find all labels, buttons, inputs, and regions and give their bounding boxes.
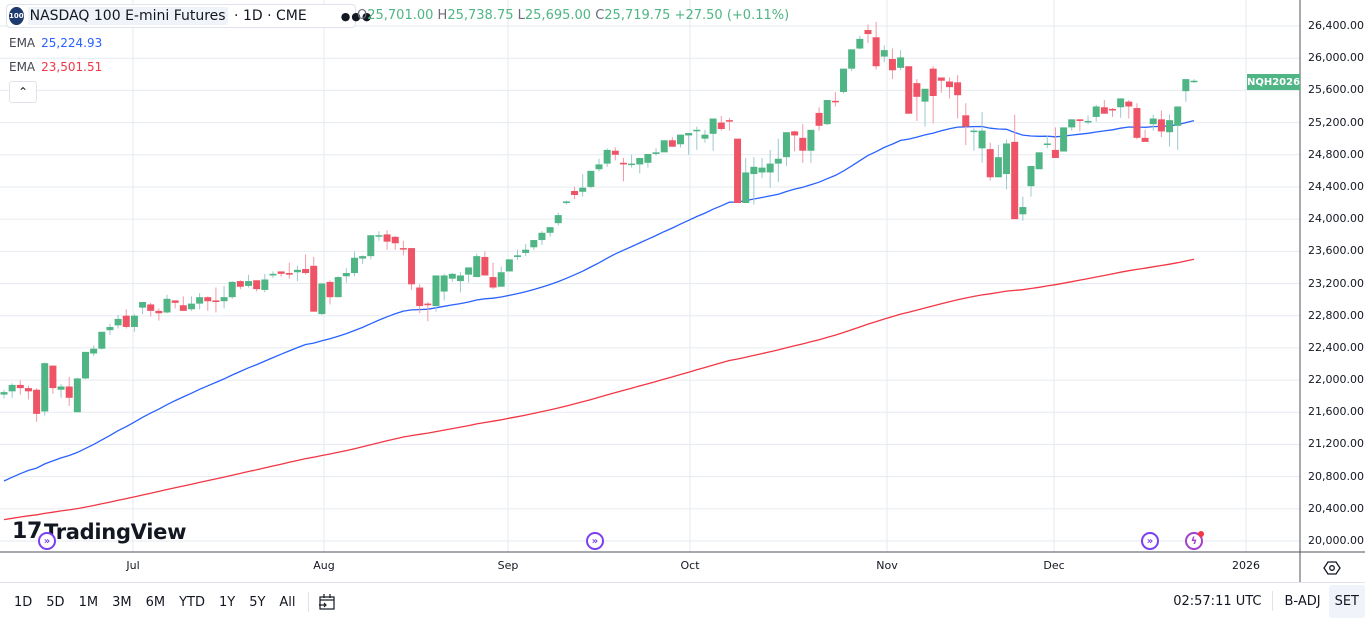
price-axis-label: 23,200.00 xyxy=(1308,276,1364,290)
notification-dot xyxy=(1198,531,1204,537)
range-6m-button[interactable]: 6M xyxy=(145,594,166,610)
dividend-event-icon[interactable]: » xyxy=(1141,532,1159,550)
tradingview-logo-text: TradingView xyxy=(44,519,187,544)
chart-legend: 100 NASDAQ 100 E-mini Futures · 1D · CME… xyxy=(6,4,372,103)
axis-settings-button[interactable] xyxy=(1322,558,1342,578)
symbol-logo-icon: 100 xyxy=(9,7,24,25)
price-axis-label: 24,400.00 xyxy=(1308,179,1364,193)
exchange: CME xyxy=(276,8,307,24)
range-5d-button[interactable]: 5D xyxy=(46,594,65,610)
calendar-goto-icon xyxy=(318,594,335,610)
price-chart[interactable] xyxy=(0,0,1365,582)
low-label: L xyxy=(517,8,525,23)
time-axis-label: Aug xyxy=(313,559,335,572)
symbol-price-tag: NQH2026 xyxy=(1247,74,1300,90)
price-axis-label: 21,200.00 xyxy=(1308,437,1364,451)
more-options-icon[interactable]: ●●● xyxy=(340,9,373,23)
tradingview-mark-icon: 17 xyxy=(12,519,43,544)
time-axis-label: 2026 xyxy=(1232,559,1260,572)
dividend-event-icon[interactable]: » xyxy=(586,532,604,550)
close-label: C xyxy=(595,8,605,23)
price-axis-label: 26,400.00 xyxy=(1308,19,1364,32)
range-all-button[interactable]: All xyxy=(279,594,296,610)
range-3m-button[interactable]: 3M xyxy=(112,594,132,610)
ema-fast-line xyxy=(3,119,1195,482)
price-axis-label: 26,000.00 xyxy=(1308,51,1364,65)
tradingview-logo[interactable]: 17 TradingView xyxy=(12,519,187,544)
bottom-toolbar: 1D 5D 1M 3M 6M YTD 1Y 5Y All xyxy=(0,582,1365,621)
time-axis-label: Jul xyxy=(126,559,140,572)
ema-fast-label: EMA xyxy=(9,36,36,50)
close-value: 25,719.75 xyxy=(604,8,671,23)
ema-fast-legend[interactable]: EMA 25,224.93 xyxy=(6,34,356,52)
ema-slow-label: EMA xyxy=(9,60,36,74)
ema-slow-value: 23,501.51 xyxy=(41,60,103,74)
price-axis-label: 20,800.00 xyxy=(1308,469,1364,483)
low-value: 25,695.00 xyxy=(524,8,592,23)
chevron-up-icon: ⌃ xyxy=(17,85,29,99)
ema-slow-legend[interactable]: EMA 23,501.51 xyxy=(6,58,356,76)
clock-timezone-button[interactable]: 02:57:11 UTC xyxy=(1173,593,1262,609)
time-axis-label: Oct xyxy=(680,559,700,572)
range-1y-button[interactable]: 1Y xyxy=(218,594,236,610)
price-axis-label: 24,800.00 xyxy=(1308,147,1364,161)
price-axis-label: 22,000.00 xyxy=(1308,373,1364,387)
ema-slow-line xyxy=(3,258,1195,521)
price-axis-label: 25,600.00 xyxy=(1308,83,1364,97)
goto-date-button[interactable] xyxy=(317,592,337,612)
ohlc-values: O25,701.00 H25,738.75 L25,695.00 C25,719… xyxy=(357,8,789,23)
toolbar-divider xyxy=(1271,591,1273,611)
interval-exchange: · 1D · CME xyxy=(229,8,307,24)
price-axis-label: 23,600.00 xyxy=(1308,244,1364,258)
open-value: 25,701.00 xyxy=(367,8,434,23)
price-axis-label: 22,400.00 xyxy=(1308,340,1364,354)
time-axis-label: Dec xyxy=(1043,559,1065,572)
ema-fast-value: 25,224.93 xyxy=(41,36,103,50)
toolbar-divider xyxy=(307,592,309,612)
price-axis-label: 25,200.00 xyxy=(1308,115,1364,129)
price-axis-label: 20,400.00 xyxy=(1308,501,1364,515)
price-axis-label: 22,800.00 xyxy=(1308,308,1364,322)
gear-icon xyxy=(1323,561,1341,575)
dividend-event-icon[interactable]: » xyxy=(38,532,56,550)
symbol-name[interactable]: NASDAQ 100 E-mini Futures xyxy=(27,7,228,25)
time-axis-label: Sep xyxy=(497,559,519,572)
high-label: H xyxy=(437,8,448,23)
symbol-title-box[interactable]: 100 NASDAQ 100 E-mini Futures · 1D · CME… xyxy=(6,4,372,28)
interval: 1D xyxy=(242,8,263,24)
price-axis-label: 24,000.00 xyxy=(1308,212,1364,226)
price-axis-label: 20,000.00 xyxy=(1308,534,1364,547)
range-1m-button[interactable]: 1M xyxy=(78,594,99,610)
time-axis-label: Nov xyxy=(876,559,898,572)
high-value: 25,738.75 xyxy=(447,8,514,23)
b-adj-button[interactable]: B-ADJ xyxy=(1284,593,1321,609)
candles xyxy=(0,21,1198,422)
set-button[interactable]: SET xyxy=(1328,584,1365,618)
collapse-legend-button[interactable]: ⌃ xyxy=(9,81,37,103)
price-axis-label: 21,600.00 xyxy=(1308,405,1364,419)
range-1d-button[interactable]: 1D xyxy=(14,594,33,610)
chart-grid xyxy=(0,0,1300,552)
change-value: +27.50 (+0.11%) xyxy=(674,8,790,23)
earnings-bolt-icon[interactable]: ϟ xyxy=(1185,531,1204,550)
range-ytd-button[interactable]: YTD xyxy=(179,594,205,610)
bottom-right-controls: 02:57:11 UTC B-ADJ SET xyxy=(1163,582,1365,620)
range-5y-button[interactable]: 5Y xyxy=(249,594,266,610)
open-label: O xyxy=(357,8,368,23)
